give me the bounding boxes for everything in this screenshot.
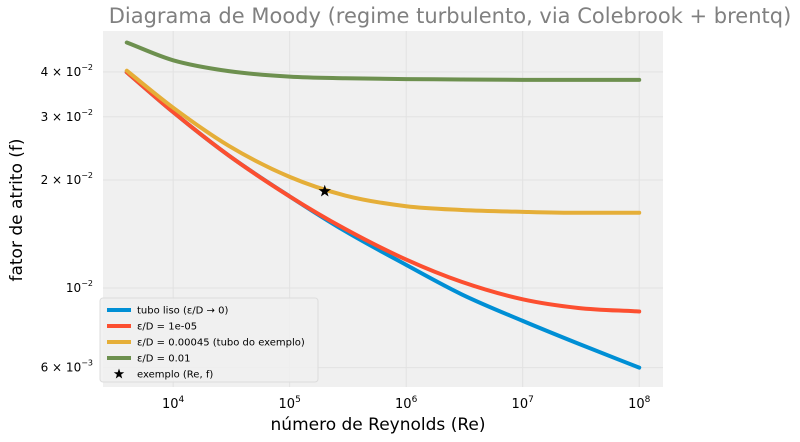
x-tick-label-4: 108	[628, 395, 651, 412]
x-tick-label-2: 106	[395, 395, 418, 412]
legend: tubo liso (ε/D → 0) ε/D = 1e-05 ε/D = 0.00…	[99, 297, 319, 383]
example-point-marker	[318, 184, 331, 197]
y-tick-label-0: 4 × 10−2	[41, 63, 93, 79]
grid-lines	[103, 31, 663, 387]
y-axis-label: fator de atrito (f)	[7, 138, 27, 281]
legend-label-3: ε/D = 0.01	[137, 354, 190, 365]
y-tick-label-1: 3 × 10−2	[41, 108, 93, 124]
y-tick-labels: 4 × 10−2 3 × 10−2 2 × 10−2 10−2 6 × 10−3	[41, 63, 93, 375]
legend-label-1: ε/D = 1e-05	[137, 322, 197, 333]
y-tick-label-4: 6 × 10−3	[41, 359, 93, 375]
legend-label-4: exemplo (Re, f)	[137, 370, 213, 381]
y-tick-label-2: 2 × 10−2	[41, 171, 93, 187]
series-line-2	[124, 68, 642, 215]
marker-layer	[318, 184, 331, 197]
x-tick-label-0: 104	[162, 395, 185, 412]
series-lines	[124, 40, 642, 370]
x-axis-label: número de Reynolds (Re)	[271, 415, 486, 435]
legend-label-0: tubo liso (ε/D → 0)	[137, 306, 228, 317]
y-tick-label-3: 10−2	[66, 279, 93, 295]
series-line-1	[124, 70, 642, 314]
legend-box	[99, 297, 319, 383]
x-tick-label-3: 107	[512, 395, 534, 412]
x-tick-label-1: 105	[279, 395, 301, 412]
x-tick-labels: 104 105 106 107 108	[162, 395, 651, 412]
legend-swatch-4	[113, 368, 125, 379]
chart-title: Diagrama de Moody (regime turbulento, vi…	[109, 4, 792, 28]
legend-label-2: ε/D = 0.00045 (tubo do exemplo)	[137, 338, 305, 349]
series-line-3	[124, 40, 642, 82]
